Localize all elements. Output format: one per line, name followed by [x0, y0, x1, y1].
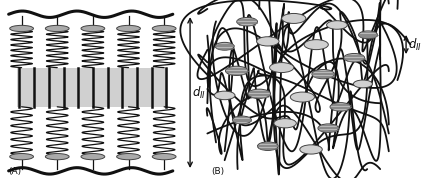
Text: (B): (B)	[212, 167, 225, 176]
Circle shape	[226, 66, 248, 75]
Circle shape	[318, 124, 339, 132]
Circle shape	[232, 116, 251, 124]
Ellipse shape	[10, 153, 34, 160]
Circle shape	[248, 89, 270, 98]
Ellipse shape	[10, 25, 34, 32]
Circle shape	[237, 17, 257, 26]
Circle shape	[304, 40, 328, 50]
Text: (A): (A)	[9, 167, 22, 176]
Text: $d_{II}$: $d_{II}$	[408, 36, 422, 53]
Circle shape	[359, 31, 378, 39]
Circle shape	[344, 53, 365, 62]
Circle shape	[330, 103, 351, 111]
Text: $d_{II}$: $d_{II}$	[192, 85, 206, 101]
Bar	[17, 68, 168, 107]
Ellipse shape	[45, 25, 69, 32]
Ellipse shape	[152, 153, 176, 160]
Circle shape	[290, 92, 314, 102]
Ellipse shape	[152, 25, 176, 32]
Circle shape	[300, 145, 322, 154]
Circle shape	[353, 80, 372, 88]
Circle shape	[327, 21, 347, 29]
Circle shape	[270, 63, 294, 73]
Circle shape	[215, 42, 234, 50]
Ellipse shape	[117, 153, 140, 160]
Circle shape	[257, 37, 279, 46]
Ellipse shape	[81, 153, 105, 160]
Circle shape	[282, 14, 306, 23]
Circle shape	[312, 69, 334, 79]
Ellipse shape	[45, 153, 69, 160]
Circle shape	[257, 142, 278, 150]
Circle shape	[274, 119, 296, 128]
Ellipse shape	[81, 25, 105, 32]
Ellipse shape	[117, 25, 140, 32]
Circle shape	[214, 91, 235, 100]
